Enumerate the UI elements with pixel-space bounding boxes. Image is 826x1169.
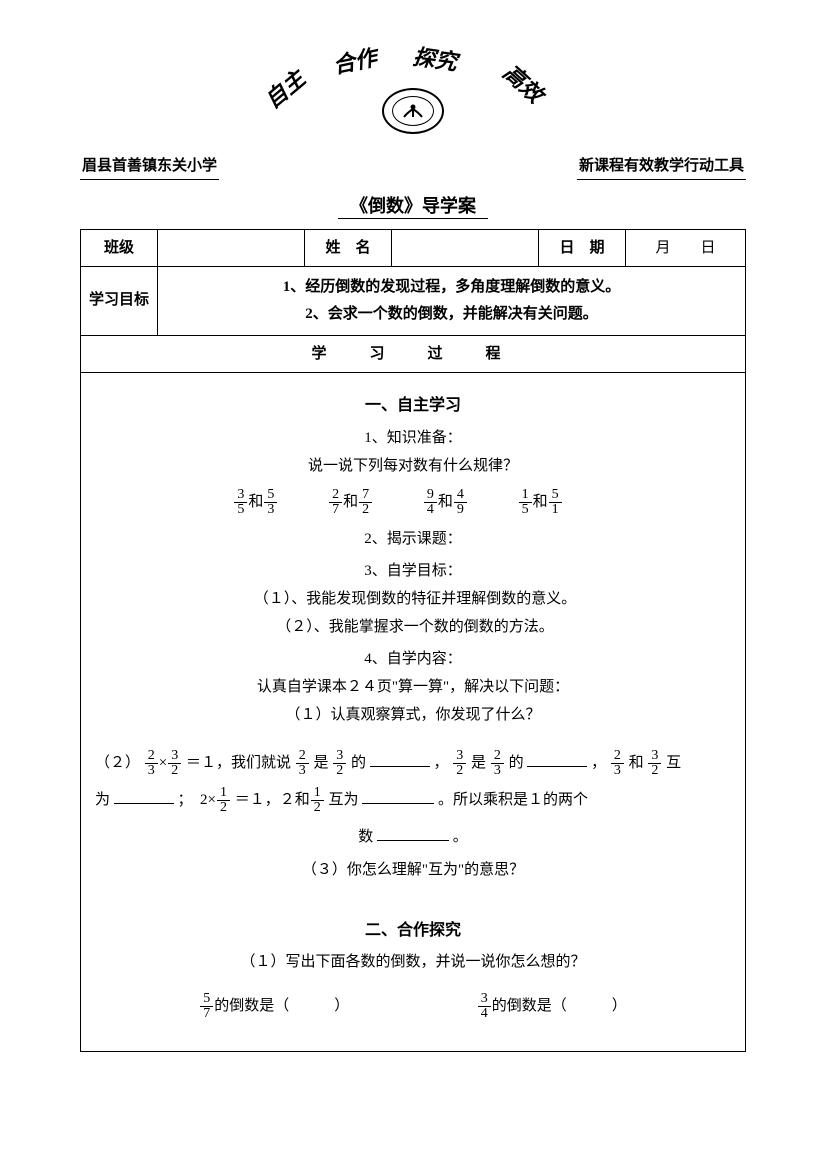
class-label: 班级	[81, 229, 158, 266]
frac-3-2c: 32	[453, 749, 466, 778]
frac-3-2: 32	[168, 749, 181, 778]
banner-word-2: 合作	[330, 40, 380, 84]
date-value[interactable]: 月 日	[626, 229, 746, 266]
prep-question: 说一说下列每对数有什么规律？	[95, 454, 731, 478]
frac-2-3b: 23	[296, 749, 309, 778]
reveal-topic: 2、揭示课题：	[95, 527, 731, 551]
content-q3: （３）你怎么理解"互为"的意思？	[95, 858, 731, 882]
frac-half-2: 12	[311, 786, 324, 815]
goal-1: （１）、我能发现倒数的特征并理解倒数的意义。	[99, 587, 731, 611]
blank-3[interactable]	[114, 787, 174, 805]
frac-3-4: 34	[478, 992, 491, 1021]
pair-2: 27和72	[328, 488, 373, 517]
frac-3-2b: 32	[333, 749, 346, 778]
banner-word-3: 探究	[411, 39, 459, 80]
name-label: 姓 名	[305, 229, 392, 266]
frac-5-7: 57	[200, 992, 213, 1021]
class-value[interactable]	[158, 229, 305, 266]
date-label: 日 期	[539, 229, 626, 266]
pair-3: 94和49	[423, 488, 468, 517]
frac-4b: 51	[549, 488, 562, 517]
frac-4a: 15	[519, 488, 532, 517]
s2-question: （１）写出下面各数的倒数，并说一说你怎么想的？	[95, 950, 731, 974]
frac-3b: 49	[454, 488, 467, 517]
prep-heading: 1、知识准备：	[95, 426, 731, 450]
banner-word-4: 高效	[495, 56, 551, 112]
process-label: 学 习 过 程	[81, 335, 746, 372]
content-q2-line3: 数 。	[95, 821, 731, 854]
pair-1: 35和53	[233, 488, 278, 517]
goals-cell: 1、经历倒数的发现过程，多角度理解倒数的意义。 2、会求一个数的倒数，并能解决有…	[158, 266, 746, 335]
logo-icon	[382, 88, 444, 134]
goal-2: （２）、我能掌握求一个数的倒数的方法。	[99, 615, 731, 639]
frac-2b: 72	[359, 488, 372, 517]
banner: 自主 合作 探究 高效	[80, 40, 746, 150]
banner-word-1: 自主	[257, 62, 313, 117]
meta-table: 班级 姓 名 日 期 月 日 学习目标 1、经历倒数的发现过程，多角度理解倒数的…	[80, 229, 746, 1052]
frac-2a: 27	[329, 488, 342, 517]
self-content-heading: 4、自学内容：	[95, 647, 731, 671]
school-name: 眉县首善镇东关小学	[80, 154, 219, 180]
blank-2[interactable]	[527, 750, 587, 768]
self-goal-heading: 3、自学目标：	[95, 559, 731, 583]
frac-3a: 94	[424, 488, 437, 517]
frac-2-3d: 23	[611, 749, 624, 778]
logo-inner-icon	[392, 96, 434, 126]
content-open: 认真自学课本２４页"算一算"，解决以下问题：	[95, 675, 731, 699]
blank-1[interactable]	[370, 750, 430, 768]
blank-5[interactable]	[377, 824, 449, 842]
section-2-title: 二、合作探究	[95, 918, 731, 944]
name-value[interactable]	[392, 229, 539, 266]
doc-title-text: 《倒数》导学案	[338, 196, 488, 219]
doc-title: 《倒数》导学案	[80, 192, 746, 221]
goal-label: 学习目标	[81, 266, 158, 335]
frac-half-1: 12	[217, 786, 230, 815]
pair-4: 15和51	[518, 488, 563, 517]
recip-item-1: 57的倒数是（ ）	[199, 992, 349, 1021]
tool-name: 新课程有效教学行动工具	[577, 154, 746, 180]
content-q2-line2: 为 ； 2×12 ＝１，２和12 互为 。所以乘积是１的两个	[95, 784, 731, 817]
blank-4[interactable]	[362, 787, 434, 805]
frac-1a: 35	[234, 488, 247, 517]
recip-item-2: 34的倒数是（ ）	[477, 992, 627, 1021]
section-1-title: 一、自主学习	[95, 393, 731, 419]
frac-1b: 53	[264, 488, 277, 517]
content-q1: （１）认真观察算式，你发现了什么？	[95, 703, 731, 727]
content-cell: 一、自主学习 1、知识准备： 说一说下列每对数有什么规律？ 35和53 27和7…	[81, 372, 746, 1051]
goal-label-text: 学习目标	[89, 287, 149, 314]
frac-2-3: 23	[145, 749, 158, 778]
frac-3-2d: 32	[648, 749, 661, 778]
goals-text: 1、经历倒数的发现过程，多角度理解倒数的意义。 2、会求一个数的倒数，并能解决有…	[168, 274, 735, 328]
header-row: 眉县首善镇东关小学 新课程有效教学行动工具	[80, 154, 746, 180]
reciprocal-row: 57的倒数是（ ） 34的倒数是（ ）	[95, 992, 731, 1021]
content-q2-line1: （２） 23×32 ＝１，我们就说 23 是 32 的 ， 32 是 23 的 …	[95, 747, 731, 780]
fraction-pairs-row: 35和53 27和72 94和49 15和51	[111, 488, 731, 517]
frac-2-3c: 23	[491, 749, 504, 778]
